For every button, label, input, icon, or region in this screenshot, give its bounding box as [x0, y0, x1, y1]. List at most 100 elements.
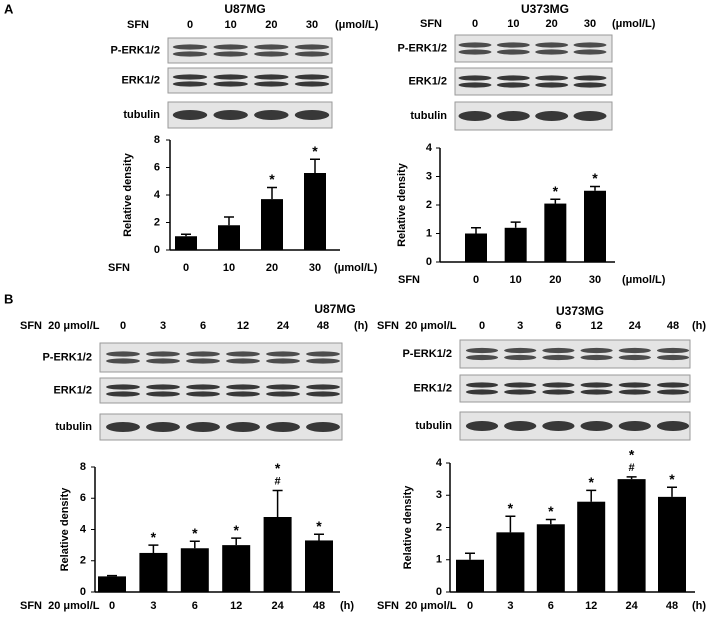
panel-label: B	[4, 291, 13, 306]
blot-strip	[459, 411, 691, 441]
lane-label: 20	[546, 18, 558, 30]
blot-band	[496, 49, 530, 55]
blot-band	[573, 111, 607, 121]
bar	[658, 496, 686, 592]
blot-band	[186, 358, 220, 364]
blot-row-label: tubulin	[55, 421, 92, 433]
error-bar	[667, 486, 677, 497]
lane-label: 24	[277, 320, 290, 332]
blot-band	[458, 75, 492, 81]
blot-band	[580, 389, 613, 395]
significance-marker: *	[553, 183, 559, 199]
significance-marker: *	[312, 143, 318, 159]
blot-band	[254, 44, 289, 50]
lane-label: 12	[590, 320, 602, 332]
blot-row-label: tubulin	[123, 109, 160, 121]
blot-band	[535, 111, 569, 121]
blot-band	[496, 82, 530, 88]
bar	[584, 190, 606, 262]
x-tick-label: 24	[271, 600, 284, 612]
blot-band	[146, 391, 180, 397]
blot-band	[254, 110, 289, 120]
significance-marker: *	[588, 474, 594, 490]
blot-band	[213, 74, 248, 80]
significance-marker: *	[151, 529, 157, 545]
significance-marker: *	[548, 503, 554, 519]
error-bar	[471, 227, 481, 234]
blot-strip	[459, 374, 691, 403]
blot-band	[496, 111, 530, 121]
blot-band	[306, 391, 340, 397]
y-tick-label: 4	[436, 457, 443, 469]
panel-label: A	[4, 1, 14, 16]
x-axis-unit: (μmol/L)	[622, 274, 666, 286]
bar	[180, 548, 209, 592]
y-axis-label: Relative density	[59, 487, 71, 572]
x-tick-label: 12	[585, 600, 597, 612]
error-bar	[586, 489, 597, 502]
y-tick-label: 2	[154, 216, 160, 228]
blot-header-unit: (μmol/L)	[612, 18, 656, 30]
x-axis-unit: (μmol/L)	[334, 262, 378, 274]
significance-marker: #	[629, 462, 635, 474]
error-bar	[310, 158, 320, 173]
error-bar	[550, 198, 561, 204]
blot-band	[106, 391, 140, 397]
blot-band	[106, 358, 140, 364]
blot-band	[213, 51, 248, 57]
blot-band	[186, 384, 220, 390]
blot-header-label: SFN	[420, 18, 442, 30]
y-tick-label: 4	[80, 523, 87, 535]
blot-row-label: ERK1/2	[413, 382, 452, 394]
x-axis-unit: (h)	[340, 600, 354, 612]
blot-header-unit: (h)	[354, 320, 368, 332]
blot-band	[542, 347, 575, 354]
blot-band	[573, 49, 607, 55]
blot-band	[172, 44, 208, 50]
y-axis-label: Relative density	[122, 152, 134, 237]
blot-band	[542, 354, 575, 361]
blot-band	[573, 75, 607, 81]
error-bar	[505, 515, 516, 533]
blot-band	[580, 354, 613, 361]
lane-label: 0	[120, 320, 126, 332]
blot-band	[618, 382, 651, 388]
blot-band	[465, 347, 499, 354]
x-tick-label: 12	[230, 600, 242, 612]
blot-band	[186, 391, 220, 397]
blot-band	[458, 82, 492, 88]
significance-marker: *	[669, 471, 675, 487]
bar	[175, 236, 197, 250]
error-bar	[107, 574, 117, 577]
y-tick-label: 6	[154, 161, 160, 173]
blot-row-label: ERK1/2	[121, 74, 160, 86]
blot-band	[535, 42, 569, 48]
blot-band	[226, 358, 260, 364]
x-tick-label: 10	[223, 262, 235, 274]
significance-marker: *	[233, 522, 239, 538]
lane-label: 3	[160, 320, 166, 332]
lane-label: 0	[479, 320, 485, 332]
blot-band	[573, 82, 607, 88]
bar	[496, 532, 525, 592]
blot-band	[458, 49, 492, 55]
blot-band	[504, 354, 537, 361]
blot-band	[186, 422, 220, 432]
blot-row-label: P-ERK1/2	[402, 348, 452, 360]
blot-header-unit: (μmol/L)	[335, 19, 379, 31]
y-tick-label: 0	[426, 256, 432, 268]
blot-row-label: P-ERK1/2	[42, 351, 92, 363]
blot-band	[306, 422, 340, 432]
blot-band	[266, 422, 300, 432]
blot-band	[213, 44, 248, 50]
significance-marker: #	[275, 475, 281, 487]
blot-band	[465, 382, 499, 388]
blot-band	[496, 42, 530, 48]
blot-band	[172, 74, 208, 80]
blot-band	[146, 384, 180, 390]
blot-row-label: P-ERK1/2	[110, 44, 160, 56]
blot-band	[504, 382, 537, 388]
blot-band	[458, 42, 492, 48]
blot-strip	[167, 37, 333, 64]
